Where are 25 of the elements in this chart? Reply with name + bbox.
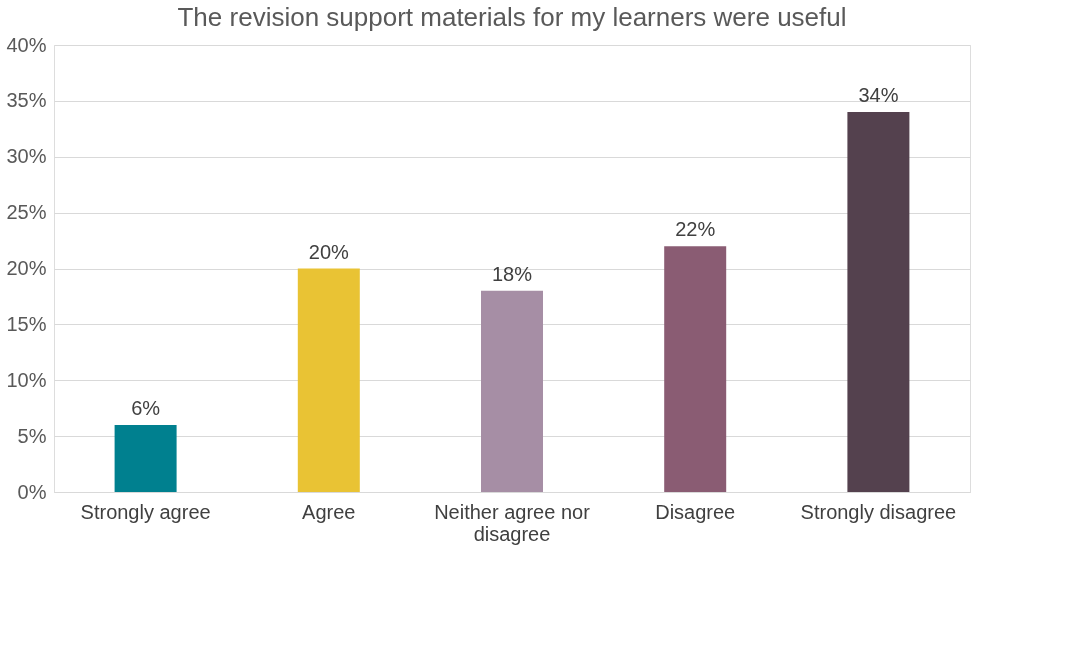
data-label: 34% [858,84,899,107]
x-tick-label: Disagree [655,500,736,523]
y-tick-label: 25% [6,201,47,224]
bar [847,112,910,492]
x-tick-label: Strongly agree [80,500,211,523]
x-tick-label: Agree [302,500,356,523]
y-tick-label: 0% [17,480,47,503]
y-tick-label: 40% [6,33,47,56]
data-label: 22% [675,218,716,241]
bar [114,424,177,492]
x-tick-label: Strongly disagree [800,500,957,523]
y-tick-label: 20% [6,257,47,279]
bar [481,290,543,492]
data-label: 6% [131,396,161,419]
chart-title: The revision support materials for my learners were useful [177,2,847,32]
y-tick-label: 10% [6,368,47,391]
data-label: 18% [491,262,533,285]
bar [664,246,727,492]
bar [297,268,360,492]
y-tick-label: 15% [6,312,47,335]
x-tick-label: Neither agree nor disagree [434,500,591,545]
y-tick-label: 35% [6,89,47,112]
y-tick-label: 5% [17,424,47,447]
y-tick-label: 30% [6,145,47,168]
data-label: 20% [308,240,350,263]
